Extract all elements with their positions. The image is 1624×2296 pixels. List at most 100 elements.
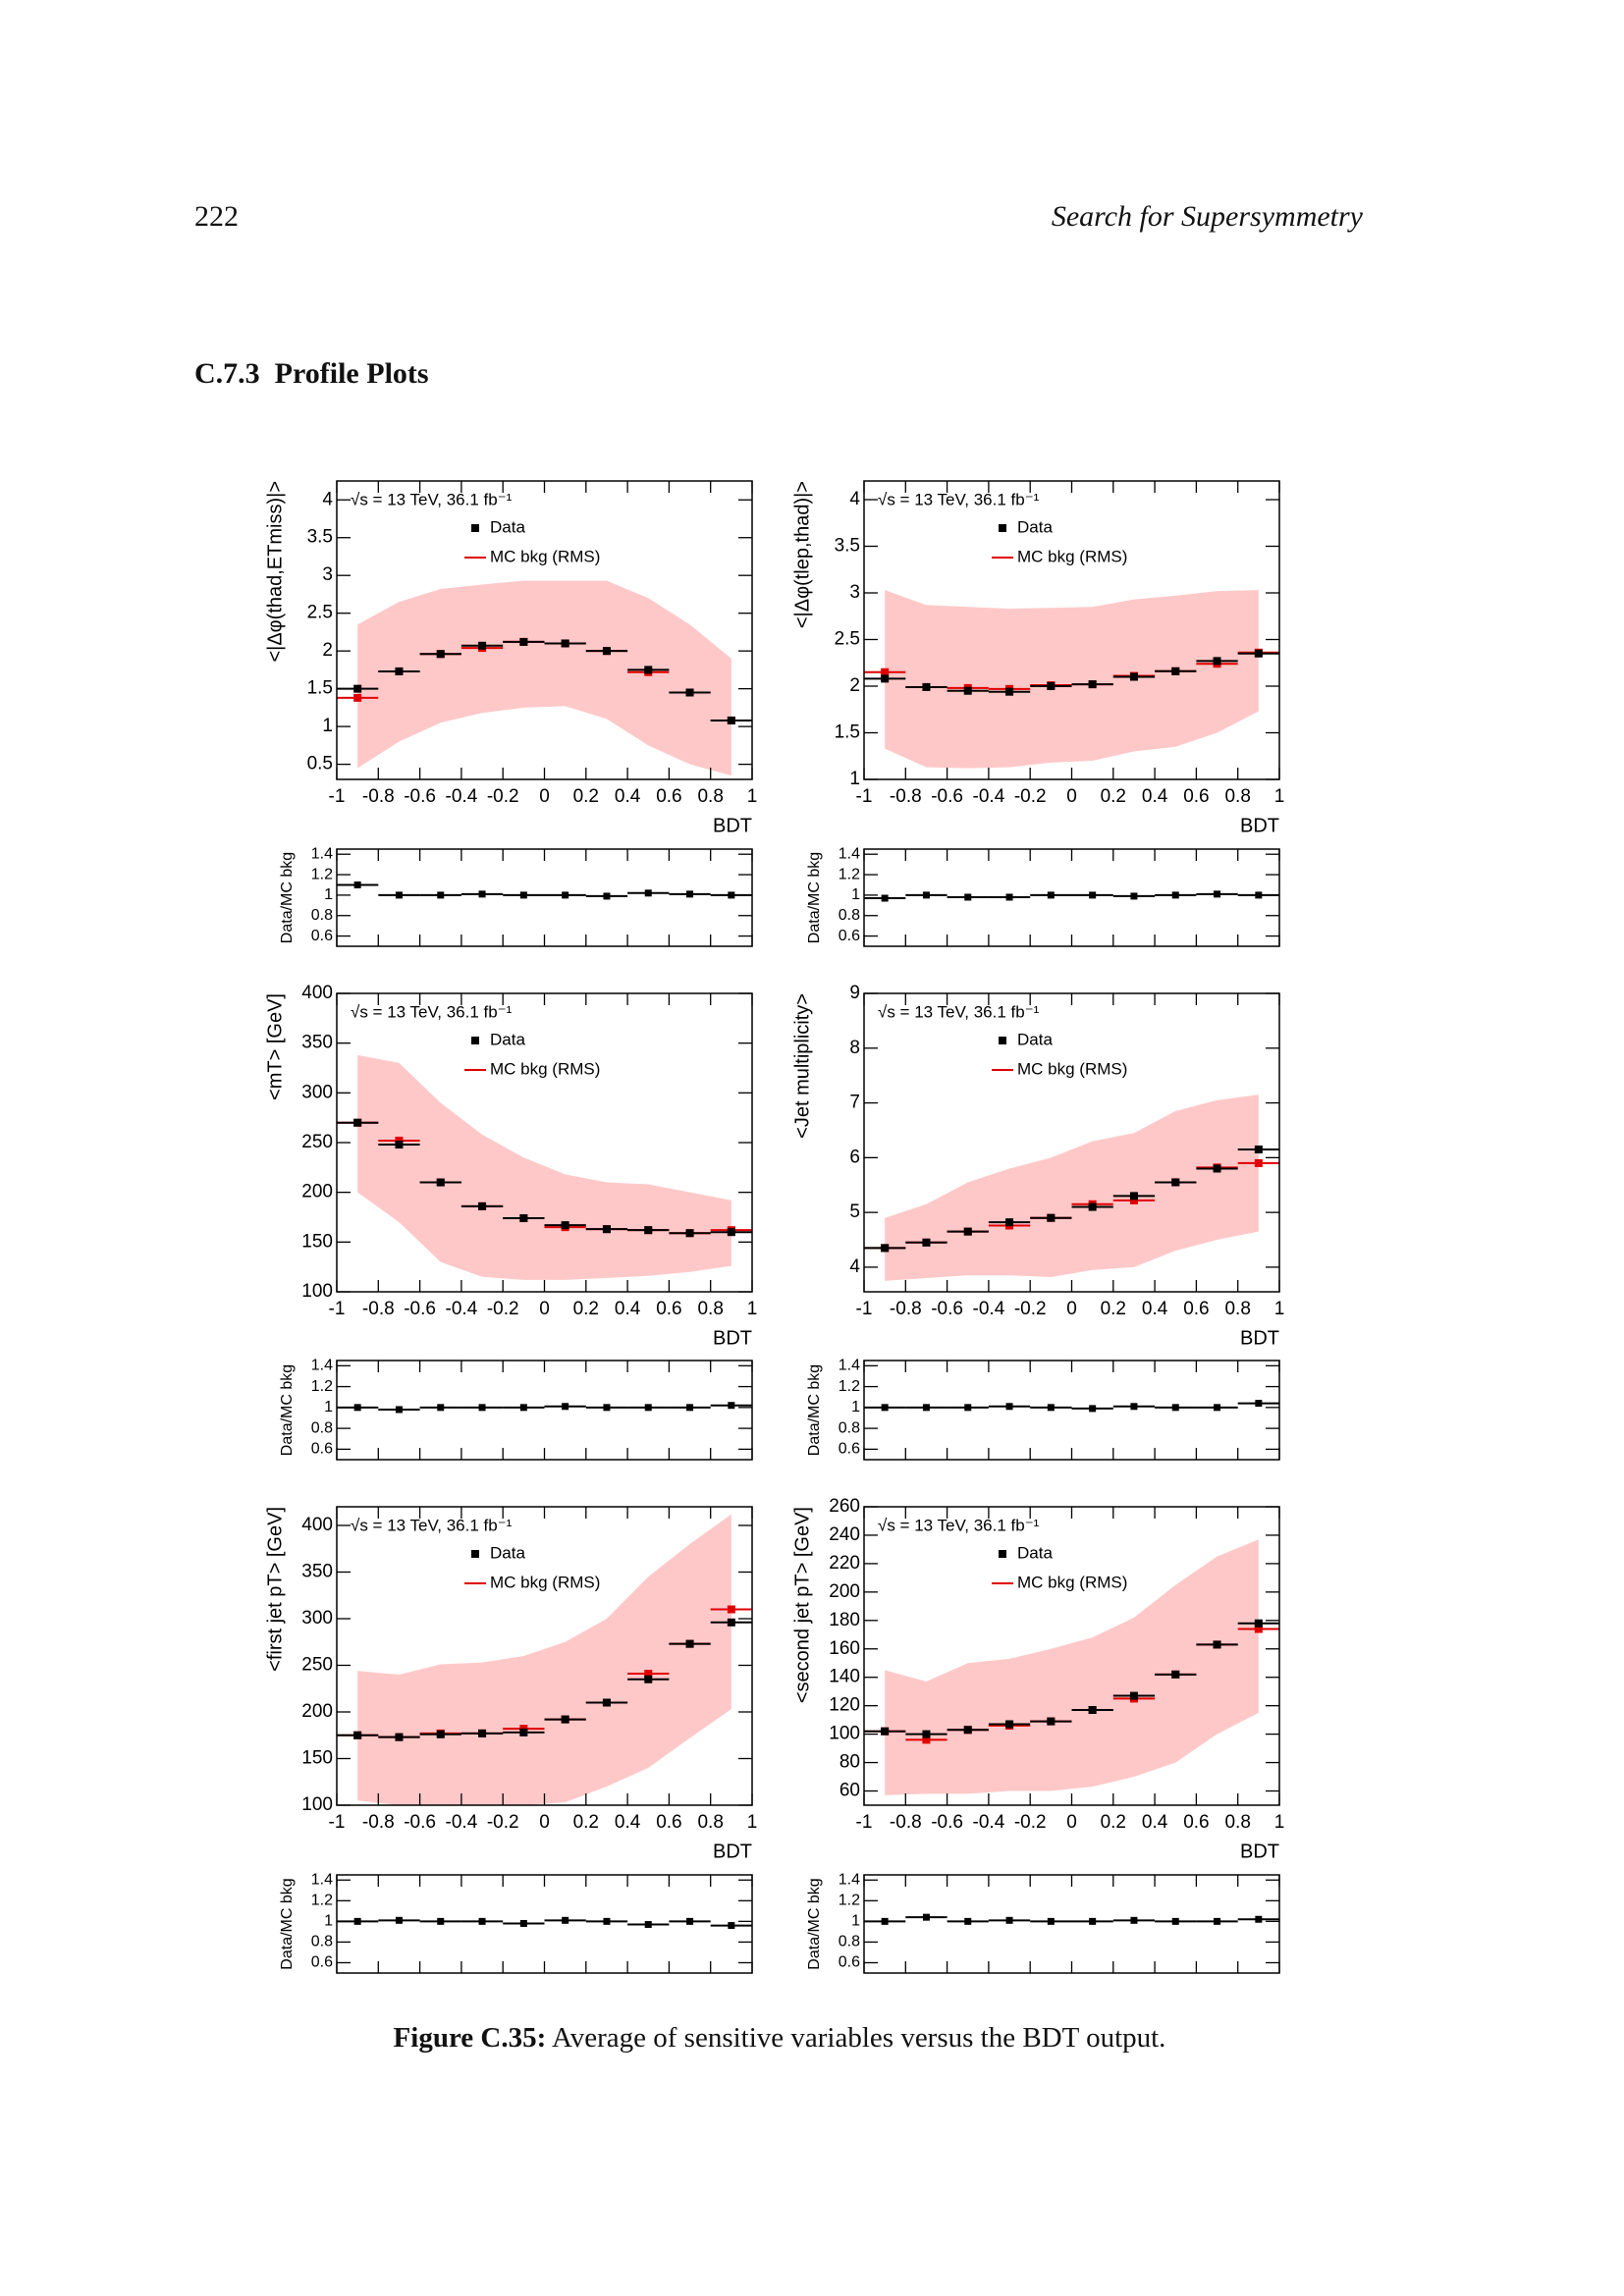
legend-marker (999, 1037, 1006, 1044)
y-tick-label: 1.5 (307, 678, 333, 699)
caption-label: Figure C.35: (394, 2022, 547, 2054)
point (644, 666, 653, 674)
y-tick-label: 1.2 (839, 866, 860, 882)
point (644, 1670, 653, 1679)
point (964, 1917, 972, 1925)
page-number: 222 (194, 200, 239, 233)
x-tick-label: 0.4 (1142, 786, 1168, 807)
point (1005, 1218, 1014, 1227)
y-tick-label: 1.4 (311, 1358, 333, 1374)
y-tick-label: 0.5 (307, 754, 333, 774)
point (1213, 1164, 1221, 1173)
y-tick-label: 1.4 (311, 1871, 333, 1888)
point (1129, 1196, 1138, 1204)
x-tick-label: 0.2 (573, 1299, 599, 1319)
legend-label: Data (490, 1543, 525, 1562)
point (644, 1404, 652, 1412)
point (727, 1618, 735, 1627)
point (478, 1917, 486, 1925)
legend-label: MC bkg (RMS) (490, 1059, 600, 1078)
point (686, 890, 694, 898)
point (561, 1221, 569, 1230)
energy-annotation: √s = 13 TeV, 36.1 fb⁻¹ (351, 1516, 513, 1534)
point (395, 1733, 404, 1741)
point (922, 891, 930, 899)
point (395, 1916, 403, 1924)
y-axis-label: Data/MC bkg (279, 1878, 296, 1969)
x-tick-label: -0.6 (404, 786, 436, 807)
point (395, 1406, 403, 1414)
point (436, 1178, 445, 1187)
y-tick-label: 250 (301, 1655, 333, 1676)
y-tick-label: 1 (851, 886, 860, 903)
y-tick-label: 8 (849, 1038, 860, 1058)
y-axis-label: <|Δφ(tlep,thad)|> (791, 481, 813, 628)
legend-label: Data (1017, 1543, 1053, 1562)
energy-annotation: √s = 13 TeV, 36.1 fb⁻¹ (878, 1516, 1040, 1534)
point (562, 1403, 569, 1411)
point (644, 1921, 652, 1929)
y-tick-label: 9 (849, 983, 860, 1003)
point (436, 1730, 445, 1738)
ratio-panel: Data/MC bkg 0.6 0.8 1 1.2 1.4 (279, 845, 753, 947)
y-tick-label: 1 (324, 1399, 333, 1415)
plot-frame (336, 848, 753, 947)
x-tick-label: -0.8 (890, 786, 922, 807)
y-tick-label: 3.5 (307, 527, 333, 548)
rms-band (357, 580, 731, 776)
x-tick-label: -0.2 (1014, 786, 1047, 807)
ratio-panel: Data/MC bkg 0.6 0.8 1 1.2 1.4 (279, 1358, 753, 1461)
point (685, 1229, 694, 1238)
y-axis-label: Data/MC bkg (806, 1878, 823, 1969)
point (395, 891, 403, 899)
point (922, 1913, 930, 1921)
x-tick-label: -1 (856, 1299, 873, 1319)
point (1254, 1619, 1263, 1628)
point (685, 688, 694, 697)
point (727, 716, 735, 724)
point (395, 667, 404, 675)
plot-frame (863, 1506, 1280, 1806)
y-tick-label: 1 (324, 1913, 333, 1930)
point (1254, 1145, 1263, 1153)
x-tick-label: -0.2 (1014, 1812, 1047, 1833)
point (1171, 667, 1180, 675)
point (1130, 1916, 1138, 1924)
plot-frame (336, 1506, 753, 1806)
y-tick-label: 1.2 (311, 1378, 333, 1395)
point (395, 1141, 404, 1149)
y-tick-label: 1 (322, 716, 333, 736)
x-tick-label: -0.6 (404, 1299, 436, 1319)
y-tick-label: 0.8 (311, 1934, 333, 1950)
x-tick-label: 0 (539, 786, 550, 807)
point (1171, 1917, 1179, 1925)
point (1047, 1213, 1056, 1222)
x-tick-label: 0.8 (1224, 1299, 1250, 1319)
point (881, 674, 890, 683)
y-axis-label: <second jet pT> [GeV] (791, 1507, 813, 1703)
x-tick-label: 0.4 (615, 1812, 641, 1833)
x-tick-label: -0.2 (487, 1299, 519, 1319)
x-tick-label: -0.8 (362, 786, 395, 807)
y-tick-label: 150 (301, 1231, 333, 1252)
x-tick-label: -0.6 (404, 1812, 436, 1833)
energy-annotation: √s = 13 TeV, 36.1 fb⁻¹ (351, 490, 513, 508)
point (1089, 1917, 1097, 1925)
y-tick-label: 6 (849, 1147, 860, 1167)
point (437, 891, 445, 899)
y-tick-label: 7 (849, 1093, 860, 1113)
x-tick-label: -0.6 (931, 1299, 963, 1319)
point (603, 1917, 611, 1925)
plot-frame (863, 1874, 1280, 1974)
point (1213, 1640, 1221, 1649)
point (1214, 1917, 1221, 1925)
point (519, 1728, 528, 1736)
point (686, 1404, 694, 1412)
point (1005, 1403, 1013, 1411)
legend-marker (471, 524, 479, 532)
x-tick-label: -0.8 (362, 1299, 395, 1319)
point (1005, 1916, 1013, 1924)
caption-text: Average of sensitive variables versus th… (552, 2022, 1166, 2054)
x-tick-label: 0.4 (615, 1299, 641, 1319)
point (728, 1402, 735, 1410)
